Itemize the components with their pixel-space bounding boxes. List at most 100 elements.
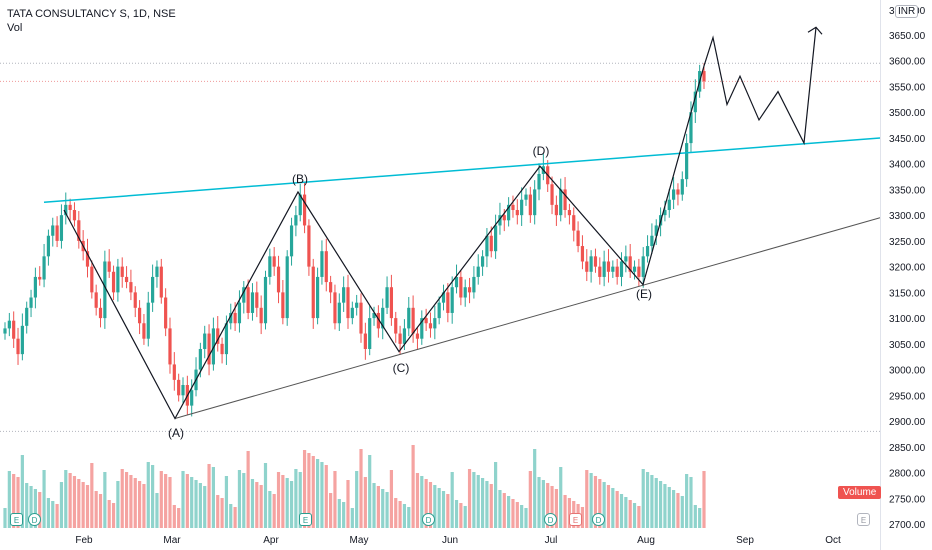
candle-body [51,225,55,236]
candle-body [389,287,394,319]
volume-bar [511,499,515,528]
volume-bar [654,478,658,528]
currency-badge[interactable]: INR [895,5,919,18]
earnings-event-icon[interactable]: E [299,513,312,526]
volume-bar [420,476,424,528]
volume-bar [12,474,16,528]
volume-bar [554,489,558,528]
dividend-event-icon[interactable]: D [28,513,41,526]
volume-bar [658,481,663,528]
candle-body [355,302,359,308]
price-tick-label: 3250.00 [889,237,926,248]
volume-bar [220,498,224,528]
volume-bar [589,473,593,528]
candle-body [619,261,624,277]
candle-body [485,235,489,257]
volume-bar [177,508,181,528]
price-tick-label: 3400.00 [889,160,926,171]
candle-body [645,246,650,257]
candle-body [450,287,454,313]
candle-body [411,307,415,334]
time-tick-label: May [350,535,369,546]
volume-bar [645,472,650,528]
volume-bar [602,482,606,528]
volume-bar [615,491,619,528]
volume-bar [489,484,493,528]
volume-bar [242,473,246,528]
candle-body [502,215,506,221]
volume-bar [524,508,528,528]
volume-bar [415,473,420,528]
dividend-event-icon[interactable]: D [422,513,435,526]
upcoming-earnings-event-icon[interactable]: E [857,513,870,526]
candle-body [480,256,485,267]
volume-bar [281,475,285,528]
candle-body [454,276,459,288]
price-axis[interactable]: 2700.00 2750.00 2800.00 2850.00 2900.00 2950.… [880,0,932,550]
candle-body [181,385,185,396]
candle-body [72,210,77,221]
price-tick-label: 3300.00 [889,211,926,222]
candle-body [103,261,107,319]
candle-body [424,318,428,324]
candle-body [77,220,81,241]
candle-body [459,276,463,298]
price-tick-label: 3050.00 [889,340,926,351]
candle-body [376,312,380,329]
candle-body [342,287,346,303]
candle-body [363,333,367,349]
volume-bar [494,462,498,528]
candle-body [307,225,311,267]
volume-bar [129,475,133,528]
candle-body [446,292,450,313]
volume-bar [619,494,624,528]
volume-bar [359,449,363,528]
volume-bar [515,502,519,528]
volume-bar [276,472,281,528]
candle-body [116,266,120,293]
time-tick-label: Sep [736,535,754,546]
volume-bar [546,483,550,528]
earnings-event-icon[interactable]: E [10,513,23,526]
candle-body [433,318,437,329]
volume-bar [111,503,116,528]
price-tick-label: 3350.00 [889,185,926,196]
volume-bar [68,473,72,528]
volume-bar [246,451,250,528]
candle-body [589,256,593,272]
candle-body [394,318,398,334]
candle-body [467,287,472,293]
candle-body [129,282,133,293]
candle-body [272,256,276,267]
time-axis[interactable]: Feb Mar Apr May Jun Jul Aug Sep Oct [75,535,841,546]
candle-body [98,307,103,319]
candle-body [289,225,294,257]
candle-body [385,287,389,308]
candle-body [198,348,202,370]
price-axis-background [880,0,932,550]
price-tick-label: 2750.00 [889,494,926,505]
volume-bar [181,471,185,528]
volume-bar [368,455,372,528]
candle-body [94,292,98,308]
price-tick-label: 2800.00 [889,469,926,480]
volume-bar [72,476,77,528]
candle-body [563,189,567,211]
time-tick-label: Aug [637,535,655,546]
volume-bar [229,504,233,528]
earnings-event-icon[interactable]: E [569,513,582,526]
dividend-event-icon[interactable]: D [592,513,605,526]
volume-bar [216,495,220,528]
volume-bar [585,470,589,528]
volume-bar [42,470,46,528]
time-tick-label: Apr [263,535,279,546]
candle-body [320,251,324,277]
candle-body [142,323,146,339]
volume-bar [7,471,11,528]
volume-bar [450,472,454,528]
candle-body [580,246,585,262]
volume-bar [381,489,385,528]
price-tick-label: 3100.00 [889,314,926,325]
dividend-event-icon[interactable]: D [544,513,557,526]
